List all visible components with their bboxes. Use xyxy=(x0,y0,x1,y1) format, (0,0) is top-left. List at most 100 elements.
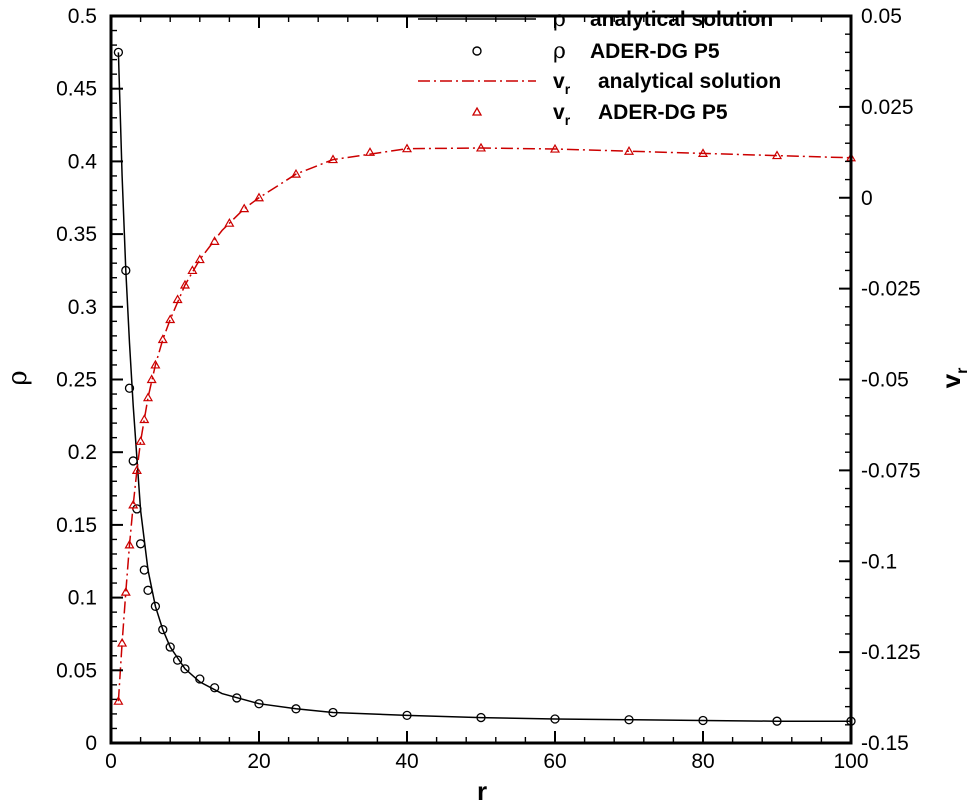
vr-aderdg-point xyxy=(623,146,635,155)
vr-aderdg-point xyxy=(146,374,157,384)
vr-aderdg-point xyxy=(253,192,265,202)
vr-aderdg-point xyxy=(401,143,413,153)
legend: ρ analytical solution ρ ADER-DG P5 vr an… xyxy=(418,7,781,128)
vr-aderdg-point xyxy=(128,499,139,509)
rho-aderdg-point xyxy=(291,704,301,714)
vr-aderdg-point xyxy=(172,294,183,304)
rho-aderdg-point xyxy=(135,539,146,549)
rho-aderdg-point xyxy=(180,664,190,674)
rho-aderdg-point xyxy=(172,655,183,665)
rho-aderdg-point xyxy=(232,693,242,703)
legend-rho-circle-sample xyxy=(472,46,482,56)
vr-aderdg-point xyxy=(179,279,191,289)
vr-aderdg-point xyxy=(117,637,128,647)
rho-aderdg-point xyxy=(150,601,161,611)
vr-analytical-line xyxy=(117,147,852,702)
y-right-tick-label: -0.05 xyxy=(861,369,909,392)
vr-aderdg-point xyxy=(327,154,339,164)
legend-vr-aderdg-label: ADER-DG P5 xyxy=(598,101,728,124)
y-right-axis-title: vr xyxy=(936,368,969,389)
rho-aderdg-point xyxy=(139,565,149,575)
vr-aderdg-point xyxy=(224,217,235,227)
vr-aderdg-point xyxy=(124,539,135,549)
y-left-tick-label: 0.4 xyxy=(68,150,98,173)
y-right-tick-label: 0.05 xyxy=(861,5,902,28)
rho-aderdg-point xyxy=(124,383,135,393)
y-left-tick-label: 0.45 xyxy=(56,78,97,101)
vr-aderdg-point xyxy=(239,203,250,213)
y-right-tick-label: -0.1 xyxy=(861,550,897,573)
rho-aderdg-point xyxy=(698,715,708,726)
legend-rho-symbol-2: ρ xyxy=(553,39,566,64)
rho-aderdg-point xyxy=(402,710,412,721)
x-tick-label: 80 xyxy=(691,750,714,773)
vr-aderdg-point xyxy=(549,143,561,153)
vr-aderdg-point xyxy=(150,359,161,369)
vr-aderdg-point xyxy=(165,314,176,324)
legend-vr-symbol-2: vr xyxy=(553,101,571,128)
rho-aderdg-point xyxy=(158,624,168,635)
y-left-tick-label: 0.05 xyxy=(56,659,97,682)
y-left-tick-label: 0 xyxy=(85,732,97,755)
rho-aderdg-point xyxy=(550,714,560,724)
vr-aderdg-point xyxy=(209,236,220,245)
vr-aderdg-point xyxy=(771,150,783,160)
rho-aderdg-point xyxy=(195,674,205,684)
rho-aderdg-point xyxy=(209,683,220,693)
axes: 0 20 40 60 80 100 0 0.05 0.1 0.15 0.2 0.25 0.3 0.35 0.… xyxy=(56,5,920,773)
x-tick-label: 60 xyxy=(543,750,566,773)
y-right-tick-label: -0.075 xyxy=(861,459,921,482)
legend-rho-symbol-1: ρ xyxy=(553,7,566,32)
y-right-tick-label: 0 xyxy=(861,187,873,210)
x-tick-label: 0 xyxy=(105,750,117,773)
vr-aderdg-point xyxy=(475,142,487,152)
rho-aderdg-point xyxy=(624,715,634,725)
vr-aderdg-point xyxy=(120,586,131,596)
y-left-tick-label: 0.2 xyxy=(68,441,97,464)
y-left-tick-label: 0.15 xyxy=(56,514,97,537)
rho-aderdg-point xyxy=(476,712,486,723)
vr-aderdg-point xyxy=(187,265,198,275)
y-left-axis-title: ρ xyxy=(3,370,33,385)
rho-aderdg-point xyxy=(128,456,138,466)
vr-aderdg-point xyxy=(364,147,376,156)
legend-vr-symbol-1: vr xyxy=(553,70,571,97)
legend-vr-analytical-label: analytical solution xyxy=(598,70,781,93)
x-axis-title: r xyxy=(477,776,487,806)
x-tick-label: 40 xyxy=(395,750,418,773)
rho-aderdg-point xyxy=(132,504,142,514)
vr-aderdg-point xyxy=(131,465,142,474)
x-tick-label: 20 xyxy=(247,750,270,773)
rho-aderdg-point xyxy=(121,265,131,276)
rho-aderdg-point xyxy=(254,699,264,709)
y-right-tick-label: -0.15 xyxy=(861,732,909,755)
y-left-tick-label: 0.1 xyxy=(68,587,97,610)
y-right-tick-label: 0.025 xyxy=(861,96,914,119)
vr-aderdg-point xyxy=(113,695,124,705)
vr-aderdg-point xyxy=(697,148,709,158)
vr-aderdg-point xyxy=(194,254,205,264)
rho-aderdg-point xyxy=(143,585,153,595)
legend-vr-triangle-sample xyxy=(471,106,483,116)
plot-area xyxy=(113,47,857,726)
rho-aderdg-point xyxy=(772,716,782,726)
vr-aderdg-point xyxy=(139,414,150,424)
vr-aderdg-point xyxy=(135,436,146,445)
rho-aderdg-point xyxy=(113,47,124,57)
y-left-tick-label: 0.35 xyxy=(56,223,97,246)
y-right-tick-label: -0.125 xyxy=(861,641,921,664)
y-left-tick-label: 0.25 xyxy=(56,369,97,392)
rho-analytical-line xyxy=(117,52,851,722)
legend-rho-aderdg-label: ADER-DG P5 xyxy=(590,40,720,63)
y-left-tick-label: 0.3 xyxy=(68,296,97,319)
legend-rho-analytical-label: analytical solution xyxy=(590,8,773,31)
vr-aderdg-point xyxy=(290,168,302,178)
rho-aderdg-point xyxy=(328,707,338,718)
plot-frame xyxy=(109,14,853,745)
vr-aderdg-point xyxy=(157,334,168,344)
vr-aderdg-point xyxy=(142,392,154,402)
rho-aderdg-point xyxy=(165,642,175,652)
y-right-tick-label: -0.025 xyxy=(861,278,921,301)
x-tick-label: 100 xyxy=(833,750,868,773)
